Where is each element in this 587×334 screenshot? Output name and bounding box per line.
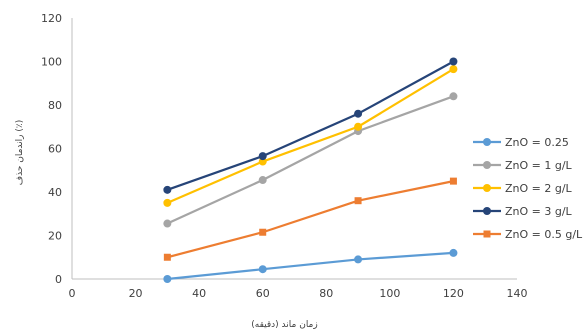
series-1 bbox=[163, 92, 458, 228]
data-point bbox=[449, 92, 458, 101]
y-tick-label: 20 bbox=[48, 230, 62, 243]
x-tick-label: 140 bbox=[507, 287, 528, 300]
data-point bbox=[259, 228, 267, 236]
x-tick-label: 0 bbox=[69, 287, 76, 300]
data-point bbox=[163, 253, 171, 261]
x-tick-label: 100 bbox=[379, 287, 400, 300]
series-4 bbox=[163, 177, 457, 261]
series-0 bbox=[163, 248, 458, 283]
data-point bbox=[163, 219, 172, 228]
data-point bbox=[163, 185, 172, 194]
legend-label: ZnO = 0.25 bbox=[505, 136, 569, 149]
y-tick-label: 0 bbox=[55, 273, 62, 286]
x-tick-label: 80 bbox=[319, 287, 333, 300]
y-tick-labels: 0 20 40 60 80 100 120 bbox=[41, 12, 62, 286]
legend-marker bbox=[483, 230, 491, 238]
data-point bbox=[354, 197, 362, 205]
data-point bbox=[354, 109, 363, 118]
x-axis-label: زمان ماند (دقیقه) bbox=[251, 320, 317, 330]
data-point bbox=[258, 176, 267, 185]
x-tick-label: 20 bbox=[129, 287, 143, 300]
data-point bbox=[449, 248, 458, 257]
data-point bbox=[449, 177, 457, 185]
legend-label: ZnO = 0.5 g/L bbox=[505, 228, 583, 241]
series-line bbox=[167, 251, 454, 281]
legend-marker bbox=[483, 184, 491, 192]
y-axis-label: راندمان حذف (٪) bbox=[15, 120, 25, 185]
legend-label: ZnO = 3 g/L bbox=[505, 205, 573, 218]
x-tick-label: 120 bbox=[443, 287, 464, 300]
data-point bbox=[449, 65, 458, 74]
data-point bbox=[163, 275, 172, 283]
series-line bbox=[166, 68, 454, 204]
x-tick-label: 60 bbox=[256, 287, 270, 300]
data-point bbox=[354, 122, 363, 131]
series-line bbox=[166, 60, 454, 191]
series-line bbox=[167, 180, 454, 259]
axes bbox=[71, 18, 517, 280]
legend-item: ZnO = 2 g/L bbox=[473, 182, 573, 195]
legend-item: ZnO = 0.5 g/L bbox=[473, 228, 583, 241]
series-3 bbox=[163, 57, 458, 194]
legend-marker bbox=[483, 161, 491, 169]
data-point bbox=[354, 255, 363, 264]
y-tick-label: 40 bbox=[48, 186, 62, 199]
legend-marker bbox=[483, 207, 491, 215]
legend-marker bbox=[483, 138, 491, 146]
series-lines bbox=[163, 57, 458, 283]
legend-label: ZnO = 2 g/L bbox=[505, 182, 573, 195]
data-point bbox=[449, 57, 458, 66]
x-tick-label: 40 bbox=[192, 287, 206, 300]
legend-item: ZnO = 3 g/L bbox=[473, 205, 573, 218]
legend-label: ZnO = 1 g/L bbox=[505, 159, 573, 172]
data-point bbox=[258, 152, 267, 161]
data-point bbox=[258, 265, 267, 274]
x-tick-labels: 0 20 40 60 80 100 120 140 bbox=[69, 287, 528, 300]
legend: ZnO = 0.25 ZnO = 1 g/L ZnO = 2 g/L ZnO = 3 … bbox=[473, 136, 583, 241]
y-tick-label: 80 bbox=[48, 99, 62, 112]
legend-item: ZnO = 0.25 bbox=[473, 136, 569, 149]
y-tick-label: 120 bbox=[41, 12, 62, 25]
y-tick-label: 100 bbox=[41, 56, 62, 69]
legend-item: ZnO = 1 g/L bbox=[473, 159, 573, 172]
series-2 bbox=[163, 65, 458, 207]
series-line bbox=[166, 95, 454, 225]
data-point bbox=[163, 198, 172, 207]
y-tick-label: 60 bbox=[48, 143, 62, 156]
